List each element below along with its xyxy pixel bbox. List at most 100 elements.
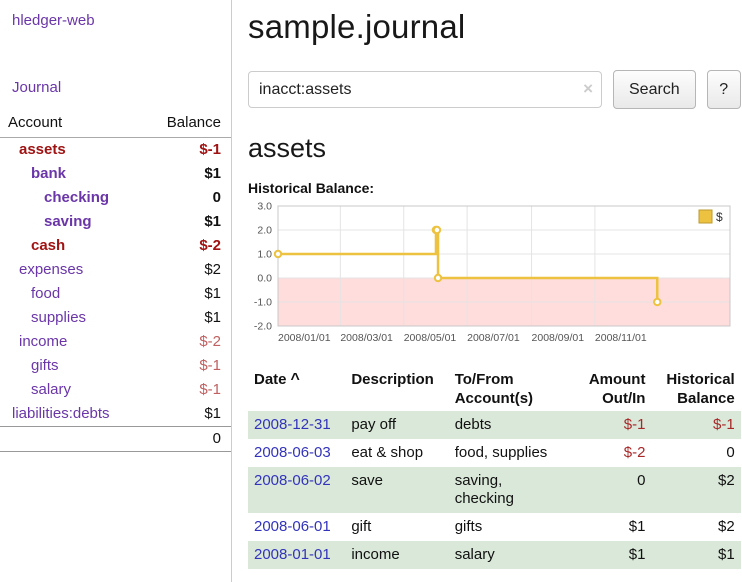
transaction-date-link[interactable]: 2008-01-01 (254, 546, 331, 563)
account-row: assets $-1 (0, 138, 231, 163)
account-row: income $-2 (0, 330, 231, 354)
search-button[interactable]: Search (613, 70, 696, 109)
account-link-assets[interactable]: assets (19, 141, 66, 158)
clear-search-icon[interactable]: × (583, 79, 593, 98)
register-header-row: Date ^ Description To/From Account(s) Amo… (248, 367, 741, 411)
transaction-accounts: salary (448, 541, 569, 569)
transaction-balance: $2 (718, 518, 735, 535)
help-button[interactable]: ? (706, 70, 741, 109)
transaction-description: income (345, 541, 449, 569)
transaction-amount: $-2 (623, 444, 646, 461)
account-balance: $-1 (199, 141, 221, 158)
account-link-saving[interactable]: saving (44, 213, 92, 230)
transaction-date-link[interactable]: 2008-06-01 (254, 518, 331, 535)
svg-text:1.0: 1.0 (257, 249, 272, 261)
account-row: checking 0 (0, 186, 231, 210)
account-link-bank[interactable]: bank (31, 165, 67, 182)
page-title: sample.journal (248, 8, 466, 45)
transaction-balance: $-1 (651, 411, 741, 439)
account-balance: $1 (204, 309, 221, 326)
transaction-date-link[interactable]: 2008-06-03 (254, 444, 331, 461)
account-balance: $1 (204, 405, 221, 422)
transaction-date-link[interactable]: 2008-12-31 (254, 416, 331, 433)
svg-text:2008/01/01: 2008/01/01 (278, 332, 331, 344)
account-row: supplies $1 (0, 306, 231, 330)
transaction-amount: $-1 (568, 411, 652, 439)
account-row: salary $-1 (0, 378, 231, 402)
account-link-supplies[interactable]: supplies (31, 309, 87, 326)
svg-text:2008/11/01: 2008/11/01 (595, 332, 647, 344)
transaction-description: save (345, 467, 449, 513)
transaction-date-link[interactable]: 2008-06-02 (254, 472, 331, 489)
register-header-balance: Historical Balance (666, 371, 735, 407)
account-row: liabilities:debts $1 (0, 402, 231, 427)
account-link-checking[interactable]: checking (44, 189, 110, 206)
svg-text:3.0: 3.0 (257, 201, 272, 213)
transaction-amount: 0 (568, 467, 652, 513)
register-header-accounts: To/From Account(s) (454, 371, 534, 407)
transaction-balance: $2 (651, 467, 741, 513)
sidebar-item-journal[interactable]: Journal (12, 79, 62, 96)
svg-text:-1.0: -1.0 (254, 297, 272, 309)
account-row: expenses $2 (0, 258, 231, 282)
account-balance: $1 (204, 285, 221, 302)
historical-balance-chart: 3.0 2.0 1.0 0.0 -1.0 -2.0 2008/01/01 2008/03/01… (254, 201, 731, 344)
register-header-amount: Amount Out/In (588, 371, 646, 407)
account-balance: $1 (204, 213, 221, 230)
account-row: food $1 (0, 282, 231, 306)
account-row: saving $1 (0, 210, 231, 234)
register-row: 2008-06-03 eat & shop food, supplies $-2… (248, 439, 741, 467)
svg-text:0.0: 0.0 (257, 273, 272, 285)
register-header-description: Description (351, 371, 434, 388)
transaction-description: pay off (345, 411, 449, 439)
account-link-expenses[interactable]: expenses (19, 261, 84, 278)
sort-ascending-icon[interactable]: ^ (290, 371, 300, 388)
chart-label: Historical Balance: (248, 180, 375, 196)
register-row: 2008-12-31 pay off debts $-1 $-1 (248, 411, 741, 439)
register-row: 2008-06-01 gift gifts $1 $2 (248, 513, 741, 541)
account-link-liabilities-debts[interactable]: liabilities:debts (12, 405, 110, 422)
account-link-food[interactable]: food (31, 285, 61, 302)
account-link-gifts[interactable]: gifts (31, 357, 59, 374)
account-link-income[interactable]: income (19, 333, 68, 350)
svg-text:2008/07/01: 2008/07/01 (467, 332, 520, 344)
account-balance: $-2 (199, 333, 221, 350)
register-table: Date ^ Description To/From Account(s) Amo… (248, 367, 741, 569)
accounts-table: Account Balance assets $-1 bank $1 check… (0, 112, 231, 452)
transaction-description: eat & shop (351, 444, 424, 461)
account-balance: $-1 (199, 357, 221, 374)
accounts-header-row: Account Balance (0, 112, 231, 138)
svg-text:2008/09/01: 2008/09/01 (532, 332, 585, 344)
transaction-accounts: debts (448, 411, 569, 439)
svg-text:$: $ (716, 210, 723, 224)
register-header-date[interactable]: Date ^ (254, 371, 300, 388)
transaction-amount: $1 (628, 518, 646, 535)
accounts-total-row: 0 (0, 426, 231, 452)
transaction-amount: $1 (568, 541, 652, 569)
svg-text:-2.0: -2.0 (254, 321, 272, 333)
accounts-header-balance: Balance (144, 112, 231, 138)
account-link-salary[interactable]: salary (31, 381, 72, 398)
account-row: gifts $-1 (0, 354, 231, 378)
svg-text:2008/03/01: 2008/03/01 (340, 332, 393, 344)
account-heading: assets (248, 133, 327, 163)
register-row: 2008-01-01 income salary $1 $1 (248, 541, 741, 569)
account-balance: $-1 (199, 381, 221, 398)
transaction-balance: $1 (651, 541, 741, 569)
account-balance: $1 (204, 165, 221, 182)
account-balance: $2 (204, 261, 221, 278)
accounts-total: 0 (144, 426, 231, 452)
account-link-cash[interactable]: cash (31, 237, 66, 254)
main-content: sample.journal × Search ? assets Histori… (232, 0, 742, 582)
search-input[interactable] (248, 71, 602, 108)
search-form: × Search ? (248, 70, 741, 109)
register-row: 2008-06-02 save saving, checking 0 $2 (248, 467, 741, 513)
transaction-accounts: gifts (454, 518, 483, 535)
account-balance: $-2 (199, 237, 221, 254)
transaction-accounts: saving, checking (448, 467, 569, 513)
account-balance: 0 (212, 189, 221, 206)
transaction-accounts: food, supplies (454, 444, 548, 461)
accounts-header-account: Account (0, 112, 144, 138)
app-title-link[interactable]: hledger-web (12, 12, 95, 29)
